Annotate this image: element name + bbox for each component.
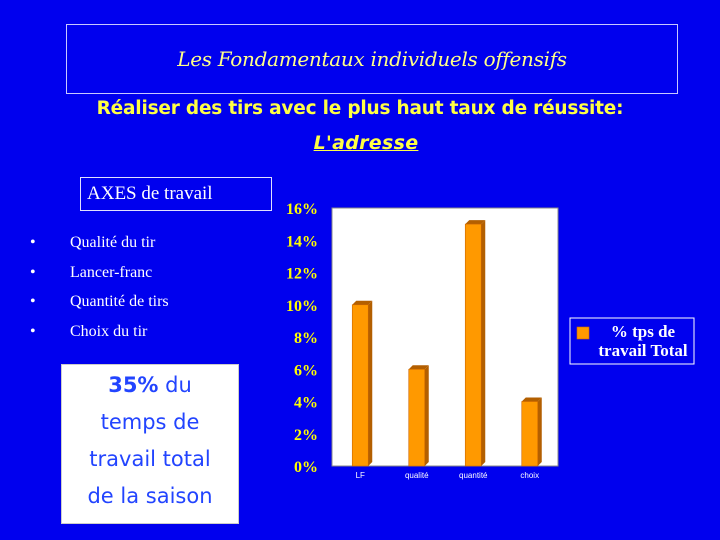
bullet-list: • Qualité du tir • Lancer-franc • Quantité …: [22, 228, 169, 346]
bar: [408, 368, 426, 467]
bar-side: [368, 300, 373, 466]
legend-box: [569, 317, 695, 365]
bar-chart: 0% 2% 4% 6% 8% 10% 12% 14% 16% LF qualité quantité c…: [286, 201, 695, 480]
bar-top: [352, 300, 373, 305]
x-tick-label: LF: [356, 471, 365, 480]
list-item-text: Qualité du tir: [70, 234, 156, 251]
percent-text-1: du: [158, 373, 192, 397]
percent-line-3: travail total: [89, 447, 211, 471]
legend-swatch: [576, 326, 590, 340]
y-tick-label: 12%: [286, 266, 318, 283]
bullet-dot: •: [30, 293, 36, 310]
title-box: Les Fondamentaux individuels offensifs: [66, 24, 678, 94]
list-item: • Choix du tir: [22, 317, 169, 347]
percent-line-4: de la saison: [87, 484, 213, 508]
percent-value: 35%: [108, 373, 159, 397]
bar-side: [537, 397, 542, 466]
x-tick-label: choix: [520, 471, 539, 480]
subtitle-line-1: Réaliser des tirs avec le plus haut taux…: [96, 98, 624, 119]
bar-top: [465, 220, 486, 225]
axes-label: AXES de travail: [87, 183, 213, 204]
percent-line-2: temps de: [100, 410, 200, 434]
slide-title: Les Fondamentaux individuels offensifs: [177, 47, 567, 71]
percent-line-1: 35% du: [62, 367, 238, 404]
bar: [464, 223, 482, 467]
x-tick-label: quantité: [459, 471, 488, 480]
y-tick-label: 6%: [294, 362, 318, 379]
bullet-dot: •: [30, 234, 36, 251]
list-item: • Lancer-franc: [22, 258, 169, 288]
bullet-dot: •: [30, 322, 36, 340]
bar: [521, 401, 539, 467]
y-tick-label: 8%: [294, 330, 318, 347]
y-tick-label: 0%: [294, 459, 318, 476]
legend-text-line-1: % tps de: [611, 322, 676, 341]
list-item-text: Choix du tir: [70, 322, 148, 340]
bar-top: [408, 365, 429, 370]
bullet-dot: •: [30, 263, 36, 281]
percent-box: 35% du temps de travail total de la sais…: [61, 364, 239, 524]
list-item-text: Quantité de tirs: [70, 293, 169, 310]
bar: [351, 304, 369, 467]
y-tick-label: 2%: [294, 427, 318, 444]
y-tick-label: 14%: [286, 233, 318, 250]
list-item: • Quantité de tirs: [22, 287, 169, 317]
x-tick-label: qualité: [405, 471, 429, 480]
y-tick-label: 16%: [286, 201, 318, 218]
axes-box: AXES de travail: [80, 177, 272, 211]
subtitle-line-2: L'adresse: [313, 132, 419, 154]
bar-side: [481, 220, 486, 466]
bar-top: [521, 397, 542, 402]
list-item: • Qualité du tir: [22, 228, 169, 258]
legend-text-line-2: travail Total: [598, 341, 688, 360]
bar-side: [424, 365, 429, 466]
y-tick-label: 4%: [294, 395, 318, 412]
y-tick-label: 10%: [286, 298, 318, 315]
list-item-text: Lancer-franc: [70, 263, 153, 281]
